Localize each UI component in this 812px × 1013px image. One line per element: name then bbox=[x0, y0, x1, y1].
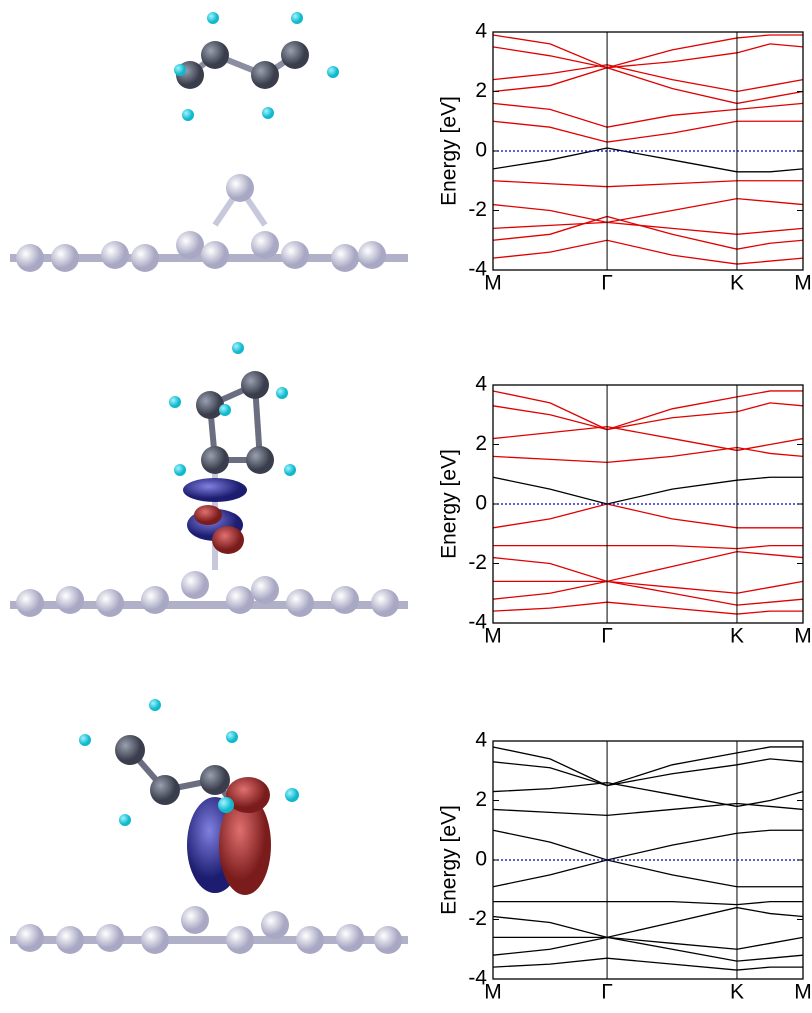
band-line bbox=[493, 477, 803, 504]
band-line bbox=[493, 427, 803, 451]
figure: MΓKM-4-2024Energy [eV]MΓKM-4-2024Energy … bbox=[0, 0, 812, 1008]
x-tick-label: Γ bbox=[601, 625, 613, 648]
y-tick-label: 0 bbox=[475, 848, 487, 871]
band-line bbox=[493, 860, 803, 887]
y-tick-label: 0 bbox=[475, 492, 487, 515]
x-tick-label: K bbox=[730, 625, 744, 648]
y-tick-label: -4 bbox=[468, 611, 487, 634]
x-tick-label: M bbox=[794, 625, 812, 648]
y-axis-label: Energy [eV] bbox=[438, 449, 461, 559]
molecule-3 bbox=[10, 699, 408, 954]
band-line bbox=[493, 65, 803, 92]
band-line bbox=[493, 504, 803, 528]
band-line bbox=[493, 35, 803, 68]
x-tick-label: K bbox=[730, 272, 744, 295]
y-tick-label: 2 bbox=[475, 79, 487, 102]
band-line bbox=[493, 222, 803, 234]
band-line bbox=[493, 783, 803, 807]
y-tick-label: 2 bbox=[475, 432, 487, 455]
band-line bbox=[493, 148, 803, 172]
x-tick-label: M bbox=[794, 981, 812, 1004]
band-line bbox=[493, 199, 803, 223]
y-tick-label: 4 bbox=[475, 373, 487, 396]
molecule-1 bbox=[10, 12, 408, 272]
y-tick-label: 4 bbox=[475, 729, 487, 752]
band-line bbox=[493, 44, 803, 68]
plot-frame bbox=[493, 385, 803, 623]
y-axis-label: Energy [eV] bbox=[438, 96, 461, 206]
band-line bbox=[493, 908, 803, 938]
y-tick-label: -4 bbox=[468, 258, 487, 281]
y-tick-label: -2 bbox=[468, 551, 487, 574]
y-tick-label: -2 bbox=[468, 198, 487, 221]
band-line bbox=[493, 902, 803, 905]
plot-frame bbox=[493, 32, 803, 270]
x-tick-label: Γ bbox=[601, 981, 613, 1004]
x-tick-label: K bbox=[730, 981, 744, 1004]
band-line bbox=[493, 552, 803, 582]
plot-frame bbox=[493, 741, 803, 979]
molecule-2 bbox=[10, 342, 408, 617]
band-line bbox=[493, 391, 803, 430]
y-tick-label: 4 bbox=[475, 20, 487, 43]
band-line bbox=[493, 240, 803, 264]
y-tick-label: 2 bbox=[475, 788, 487, 811]
y-tick-label: -2 bbox=[468, 907, 487, 930]
band-line bbox=[493, 581, 803, 593]
band-line bbox=[493, 803, 803, 815]
y-tick-label: 0 bbox=[475, 139, 487, 162]
band-line bbox=[493, 103, 803, 127]
band-line bbox=[493, 830, 803, 860]
y-tick-label: -4 bbox=[468, 967, 487, 990]
x-tick-label: Γ bbox=[601, 272, 613, 295]
band-line bbox=[493, 546, 803, 549]
y-axis-label: Energy [eV] bbox=[438, 805, 461, 915]
band-line bbox=[493, 447, 803, 462]
band-line bbox=[493, 121, 803, 142]
band-line bbox=[493, 68, 803, 104]
x-tick-label: M bbox=[794, 272, 812, 295]
band-line bbox=[493, 181, 803, 187]
band-line bbox=[493, 937, 803, 949]
